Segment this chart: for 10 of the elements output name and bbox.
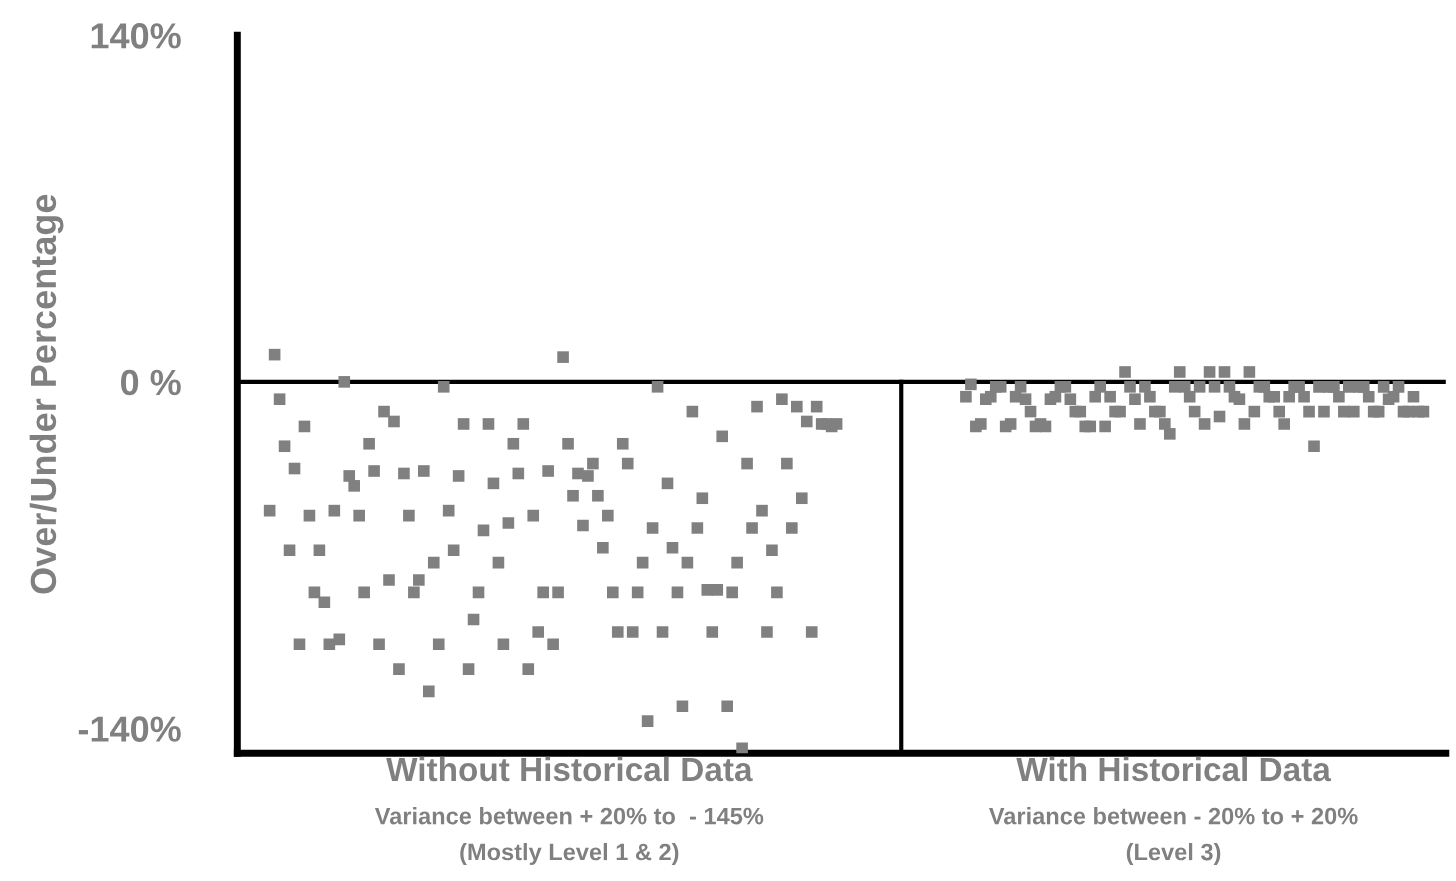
y-tick-label: 0 %	[120, 369, 181, 396]
y-tick-label: 140%	[91, 23, 181, 49]
y-tick-label: -140%	[78, 716, 181, 742]
text: Variance between - 20% to + 20%	[988, 807, 1358, 825]
text: (Level 3)	[1126, 843, 1221, 866]
text: Without Historical Data	[386, 756, 753, 782]
text: Variance between + 20% to - 145%	[374, 807, 764, 825]
text: (Mostly Level 1 & 2)	[460, 843, 679, 866]
y-axis-title: Over/Under Percentage	[29, 194, 64, 594]
text: With Historical Data	[1016, 756, 1332, 782]
